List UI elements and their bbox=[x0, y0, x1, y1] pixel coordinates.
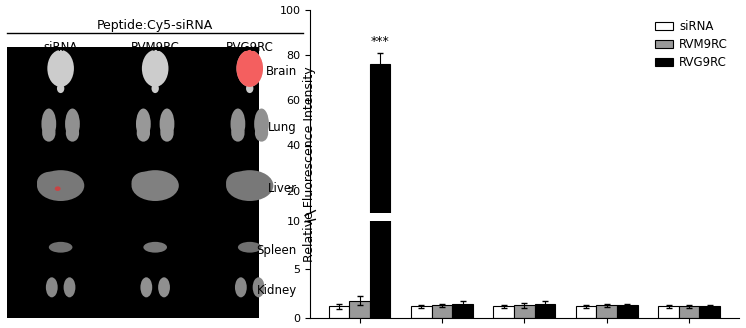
Bar bbox=[658, 233, 679, 236]
Ellipse shape bbox=[48, 242, 72, 253]
Ellipse shape bbox=[43, 125, 55, 142]
Ellipse shape bbox=[46, 277, 57, 297]
Bar bbox=[329, 306, 349, 318]
Text: Lung: Lung bbox=[269, 120, 297, 133]
Ellipse shape bbox=[142, 50, 169, 87]
Bar bbox=[679, 306, 700, 318]
Ellipse shape bbox=[160, 109, 175, 139]
Ellipse shape bbox=[137, 125, 150, 142]
Text: ***: *** bbox=[371, 35, 389, 48]
Ellipse shape bbox=[158, 277, 170, 297]
Ellipse shape bbox=[47, 50, 74, 87]
Ellipse shape bbox=[37, 172, 63, 193]
Ellipse shape bbox=[231, 125, 245, 142]
Ellipse shape bbox=[254, 109, 269, 139]
Ellipse shape bbox=[236, 50, 263, 87]
Bar bbox=[658, 306, 679, 318]
Ellipse shape bbox=[236, 50, 263, 87]
Text: siRNA: siRNA bbox=[43, 41, 78, 54]
Bar bbox=[617, 233, 638, 236]
Bar bbox=[493, 233, 514, 236]
Ellipse shape bbox=[66, 125, 79, 142]
Bar bbox=[514, 305, 535, 318]
Bar bbox=[349, 300, 370, 318]
Text: Relative Fluorescence Intensity: Relative Fluorescence Intensity bbox=[303, 66, 316, 262]
Ellipse shape bbox=[160, 125, 174, 142]
Ellipse shape bbox=[42, 109, 56, 139]
Bar bbox=[329, 233, 349, 236]
Ellipse shape bbox=[131, 172, 158, 193]
Ellipse shape bbox=[54, 186, 60, 191]
Ellipse shape bbox=[255, 125, 269, 142]
Bar bbox=[411, 306, 432, 318]
Text: Peptide:Cy5-siRNA: Peptide:Cy5-siRNA bbox=[97, 19, 213, 32]
Ellipse shape bbox=[238, 242, 262, 253]
Bar bbox=[700, 233, 720, 236]
Bar bbox=[493, 306, 514, 318]
Bar bbox=[452, 303, 473, 318]
Text: Kidney: Kidney bbox=[257, 284, 297, 297]
Bar bbox=[535, 232, 555, 236]
Ellipse shape bbox=[136, 109, 151, 139]
Ellipse shape bbox=[235, 277, 247, 297]
Ellipse shape bbox=[37, 170, 84, 201]
Bar bbox=[349, 232, 370, 236]
Ellipse shape bbox=[57, 84, 64, 93]
Text: Liver: Liver bbox=[268, 182, 297, 195]
Bar bbox=[617, 305, 638, 318]
Bar bbox=[432, 233, 452, 236]
Bar bbox=[597, 233, 617, 236]
Ellipse shape bbox=[151, 84, 159, 93]
Ellipse shape bbox=[65, 109, 80, 139]
Ellipse shape bbox=[231, 109, 245, 139]
Text: Spleen: Spleen bbox=[257, 244, 297, 257]
Bar bbox=[452, 232, 473, 236]
Text: RVM9RC: RVM9RC bbox=[131, 41, 180, 54]
Ellipse shape bbox=[253, 277, 265, 297]
Ellipse shape bbox=[226, 172, 253, 193]
Bar bbox=[432, 305, 452, 318]
Bar bbox=[535, 303, 555, 318]
Text: Brain: Brain bbox=[266, 65, 297, 78]
Ellipse shape bbox=[131, 170, 179, 201]
Bar bbox=[576, 306, 597, 318]
Bar bbox=[514, 233, 535, 236]
Bar bbox=[411, 233, 432, 236]
Bar bbox=[700, 306, 720, 318]
Ellipse shape bbox=[226, 170, 273, 201]
FancyBboxPatch shape bbox=[7, 47, 259, 318]
Text: RVG9RC: RVG9RC bbox=[226, 41, 274, 54]
Legend: siRNA, RVM9RC, RVG9RC: siRNA, RVM9RC, RVG9RC bbox=[651, 16, 733, 73]
Bar bbox=[370, 64, 390, 236]
Ellipse shape bbox=[63, 277, 75, 297]
Ellipse shape bbox=[246, 84, 254, 93]
Ellipse shape bbox=[140, 277, 152, 297]
Bar bbox=[679, 233, 700, 236]
Ellipse shape bbox=[143, 242, 167, 253]
Bar bbox=[597, 305, 617, 318]
Bar bbox=[370, 0, 390, 318]
Bar bbox=[576, 233, 597, 236]
